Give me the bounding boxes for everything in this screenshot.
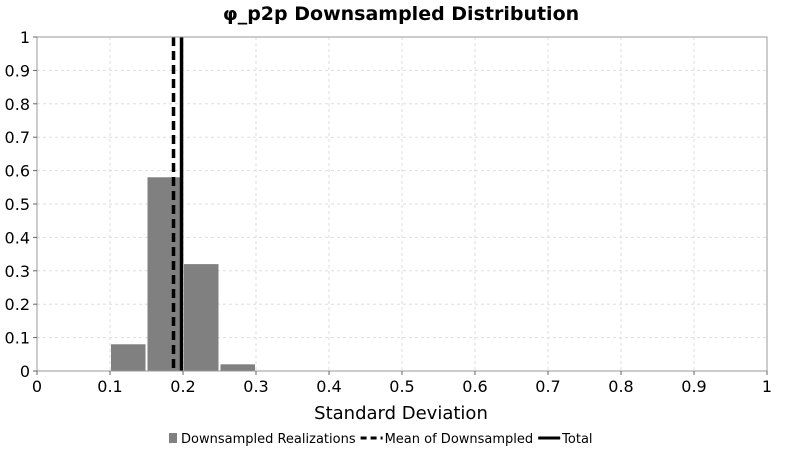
y-axis-ticks: 0 0.1 0.2 0.3 0.4 0.5 0.6 0.7 0.8 0.9 1 [5,28,37,381]
grid [37,37,767,371]
y-tick-label: 0.1 [5,329,30,348]
x-tick-label: 0.3 [243,377,268,396]
y-tick-label: 0.9 [5,61,30,80]
y-tick-label: 0 [20,362,30,381]
x-tick-label: 0.5 [389,377,414,396]
chart-title: φ_p2p Downsampled Distribution [223,3,579,25]
x-axis-label: Standard Deviation [314,403,488,424]
y-tick-label: 1 [20,28,30,47]
x-tick-label: 0.1 [97,377,122,396]
y-tick-label: 0.7 [5,128,30,147]
x-tick-label: 0.2 [170,377,195,396]
legend-label: Downsampled Realizations [181,432,356,447]
histogram-bar [220,364,255,371]
x-axis-ticks: 0 0.1 0.2 0.3 0.4 0.5 0.6 0.7 0.8 0.9 1 [32,371,772,396]
histogram-bar [147,177,182,371]
legend: Downsampled Realizations Mean of Downsamp… [169,432,593,447]
legend-swatch-bar [169,433,177,443]
legend-label: Mean of Downsampled [385,432,534,447]
y-tick-label: 0.2 [5,295,30,314]
x-tick-label: 1 [762,377,772,396]
vertical-lines [171,37,184,371]
x-tick-label: 0.4 [316,377,341,396]
legend-label: Total [561,432,592,447]
y-tick-label: 0.6 [5,162,30,181]
y-tick-label: 0.8 [5,95,30,114]
y-tick-label: 0.5 [5,195,30,214]
x-tick-label: 0.9 [681,377,706,396]
x-tick-label: 0 [32,377,42,396]
bars [111,177,255,371]
y-tick-label: 0.4 [5,228,30,247]
x-tick-label: 0.7 [535,377,560,396]
y-tick-label: 0.3 [5,262,30,281]
histogram-bar [111,344,146,371]
x-tick-label: 0.6 [462,377,487,396]
x-tick-label: 0.8 [608,377,633,396]
histogram-bar [184,264,219,371]
